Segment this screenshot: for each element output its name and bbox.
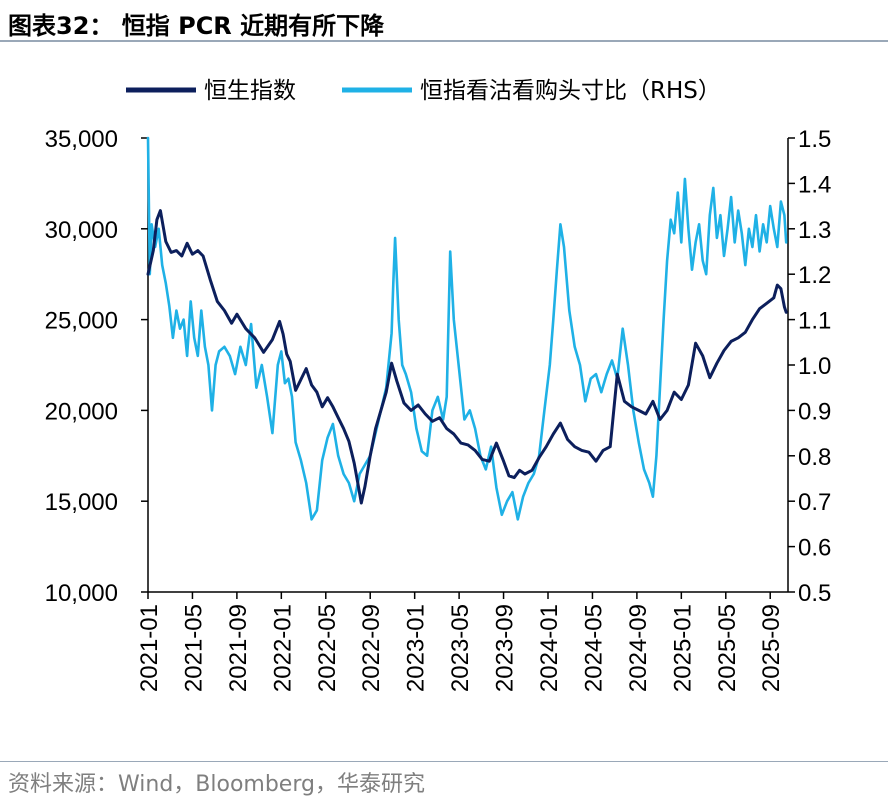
y-right-tick-label: 0.7 [798, 489, 831, 516]
series-layer [146, 136, 788, 521]
series-line-hsi [146, 209, 788, 505]
x-tick-label: 2025-09 [758, 604, 785, 692]
x-tick-label: 2025-01 [669, 604, 696, 692]
y-right-tick-label: 0.9 [798, 398, 831, 425]
y-left-tick-label: 25,000 [45, 308, 118, 335]
y-right-tick-label: 1.0 [798, 353, 831, 380]
legend: 恒生指数 恒指看沽看购头寸比（RHS） [126, 78, 721, 104]
axes: 10,000 15,000 20,000 25,000 30,000 35,000 0.5 0… [45, 126, 832, 692]
chart: 恒生指数 恒指看沽看购头寸比（RHS） 10,000 15,000 20,000 25… [45, 78, 832, 692]
y-right-tick-label: 1.5 [798, 126, 831, 153]
x-tick-label: 2023-01 [403, 604, 430, 692]
y-left-tick-label: 35,000 [45, 126, 118, 153]
title-divider [0, 40, 888, 42]
x-tick-label: 2021-09 [225, 604, 252, 692]
x-tick-label: 2024-05 [580, 604, 607, 692]
y-right-tick-label: 0.8 [798, 444, 831, 471]
x-tick-label: 2022-05 [314, 604, 341, 692]
x-tick-label: 2022-01 [269, 604, 296, 692]
y-left-tick-label: 10,000 [45, 580, 118, 607]
y-right-tick-label: 1.4 [798, 171, 831, 198]
legend-label-pcr: 恒指看沽看购头寸比（RHS） [420, 78, 721, 104]
x-tick-label: 2024-01 [536, 604, 563, 692]
series-line-pcr [146, 136, 788, 521]
y-right-tick-label: 0.6 [798, 535, 831, 562]
y-left-tick-label: 20,000 [45, 398, 118, 425]
x-tick-label: 2021-01 [136, 604, 163, 692]
y-right-tick-label: 0.5 [798, 580, 831, 607]
y-left-tick-label: 15,000 [45, 489, 118, 516]
x-tick-label: 2024-09 [625, 604, 652, 692]
legend-label-hsi: 恒生指数 [204, 78, 296, 104]
y-left-tick-label: 30,000 [45, 217, 118, 244]
footer-divider [0, 761, 888, 762]
x-tick-label: 2022-09 [358, 604, 385, 692]
x-tick-label: 2023-09 [492, 604, 519, 692]
y-right-tick-label: 1.1 [798, 308, 831, 335]
x-tick-label: 2025-05 [714, 604, 741, 692]
data-source: 资料来源：Wind，Bloomberg，华泰研究 [8, 772, 425, 797]
y-right-tick-label: 1.2 [798, 262, 831, 289]
y-right-tick-label: 1.3 [798, 217, 831, 244]
x-tick-label: 2021-05 [180, 604, 207, 692]
x-tick-label: 2023-05 [447, 604, 474, 692]
chart-title: 图表32： 恒指 PCR 近期有所下降 [8, 12, 385, 40]
